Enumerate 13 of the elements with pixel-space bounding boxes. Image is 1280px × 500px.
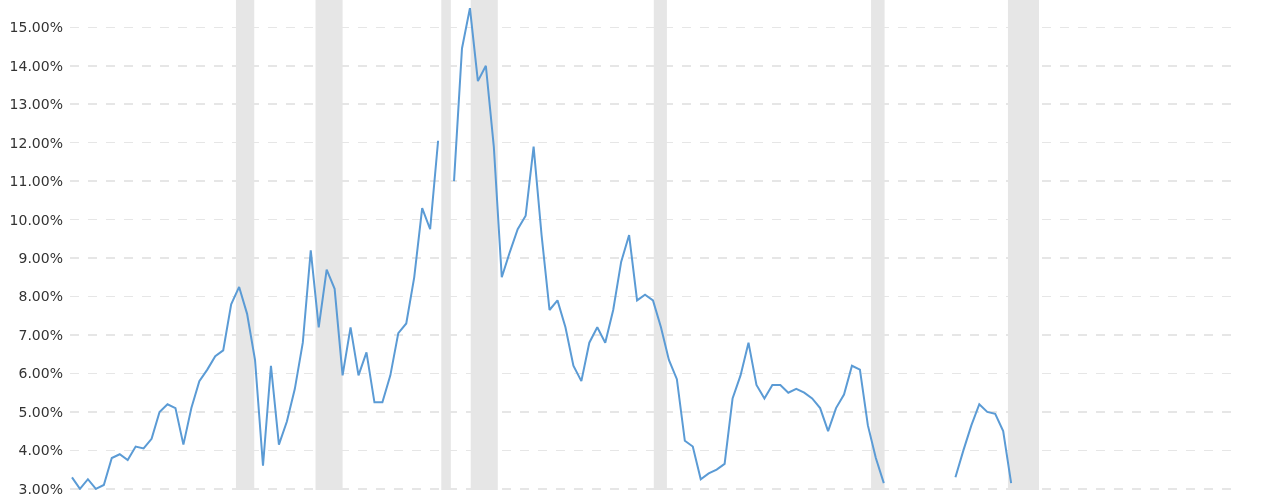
y-tick-label: 7.00%: [18, 326, 63, 343]
y-tick-label: 8.00%: [18, 288, 63, 305]
y-tick-label: 5.00%: [18, 403, 63, 420]
y-tick-label: 13.00%: [9, 96, 63, 113]
y-tick-label: 14.00%: [9, 57, 63, 74]
y-tick-label: 3.00%: [18, 480, 63, 497]
y-tick-label: 11.00%: [9, 173, 63, 190]
y-tick-label: 6.00%: [18, 365, 63, 382]
y-tick-label: 10.00%: [9, 211, 63, 228]
y-tick-label: 15.00%: [9, 19, 63, 36]
y-tick-label: 12.00%: [9, 134, 63, 151]
y-tick-label: 9.00%: [18, 249, 63, 266]
y-tick-label: 4.00%: [18, 442, 63, 459]
